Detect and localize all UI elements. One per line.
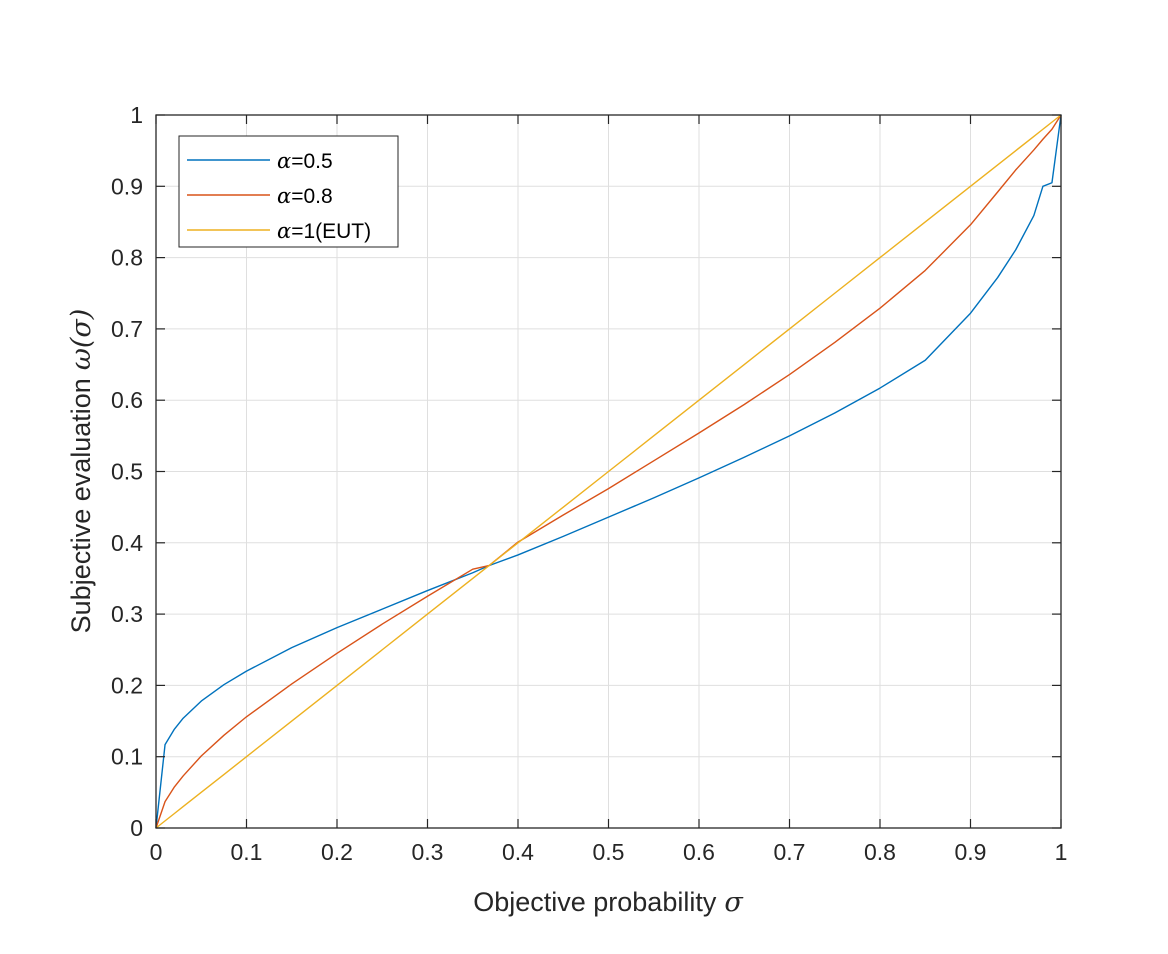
legend: α=0.5α=0.8α=1(EUT) (178, 135, 399, 248)
legend-label-symbol: α (277, 219, 291, 243)
y-tick-labels: 0 0.1 0.2 0.3 0.4 0.5 0.6 0.7 0.8 0.9 1 (111, 102, 143, 841)
y-tick-label: 0 (130, 815, 143, 841)
y-tick-label: 0.9 (111, 173, 143, 199)
x-axis-label: Objective probability σ (473, 887, 744, 918)
y-tick-label: 0.4 (111, 530, 143, 556)
x-tick-label: 0.2 (321, 839, 353, 865)
y-tick-label: 0.2 (111, 672, 143, 698)
legend-label-3: α=1(EUT) (277, 219, 371, 243)
series-line-3 (155, 114, 1062, 829)
y-axis-label: Subjective evaluation ω(σ) (66, 309, 97, 634)
series-lines (155, 114, 1062, 829)
x-tick-label: 0.8 (864, 839, 896, 865)
y-tick-label: 0.8 (111, 245, 143, 271)
legend-entries: α=0.5α=0.8α=1(EUT) (187, 149, 371, 243)
legend-label-1: α=0.5 (277, 149, 333, 173)
x-tick-label: 0.4 (502, 839, 534, 865)
x-tick-label: 1 (1055, 839, 1068, 865)
series-line-1 (155, 114, 1062, 829)
x-tick-label: 0.9 (955, 839, 987, 865)
y-axis-label-text: Subjective evaluation (66, 378, 96, 633)
y-tick-label: 1 (130, 102, 143, 128)
x-tick-label: 0 (150, 839, 163, 865)
grid-lines (156, 115, 1061, 828)
x-axis-label-text: Objective probability (473, 887, 717, 917)
legend-label-symbol: α (277, 184, 291, 208)
axis-ticks (155, 114, 1062, 829)
legend-label-2: α=0.8 (277, 184, 333, 208)
x-tick-label: 0.7 (774, 839, 806, 865)
legend-label-symbol: α (277, 149, 291, 173)
x-axis-label-symbol: σ (724, 887, 744, 918)
legend-label-value: =0.5 (291, 150, 332, 173)
series-line-2 (155, 114, 1062, 829)
y-tick-label: 0.5 (111, 459, 143, 485)
y-axis-label-symbol: ω(σ) (66, 309, 97, 371)
x-tick-labels: 0 0.1 0.2 0.3 0.4 0.5 0.6 0.7 0.8 0.9 1 (150, 839, 1068, 865)
y-tick-label: 0.6 (111, 387, 143, 413)
legend-label-value: =0.8 (291, 185, 332, 208)
y-tick-label: 0.7 (111, 316, 143, 342)
x-tick-label: 0.6 (683, 839, 715, 865)
x-tick-label: 0.5 (593, 839, 625, 865)
legend-box (178, 135, 399, 248)
x-tick-label: 0.1 (231, 839, 263, 865)
x-tick-label: 0.3 (412, 839, 444, 865)
y-tick-label: 0.1 (111, 744, 143, 770)
legend-label-value: =1(EUT) (291, 220, 371, 243)
y-tick-label: 0.3 (111, 601, 143, 627)
